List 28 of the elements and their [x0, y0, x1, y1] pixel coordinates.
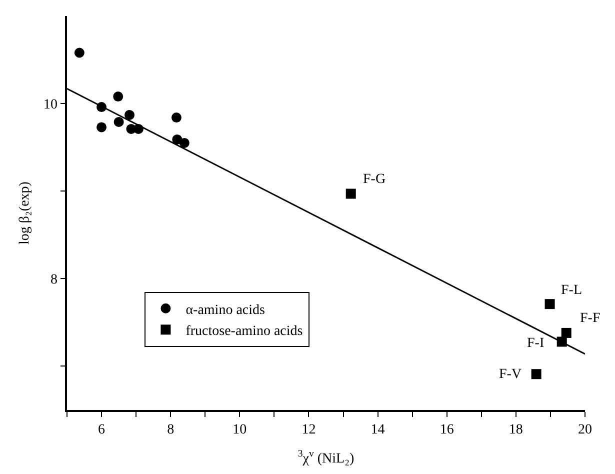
annotation: F-G — [363, 172, 386, 187]
x-tick-label: 12 — [302, 422, 316, 438]
point — [179, 138, 190, 148]
point — [544, 299, 555, 310]
point — [346, 188, 356, 199]
point — [114, 116, 124, 127]
x-tick-label: 18 — [508, 422, 523, 438]
point — [171, 112, 182, 123]
x-tick-label: 6 — [98, 422, 106, 438]
legend-label: fructose-amino acids — [186, 324, 303, 340]
point — [74, 48, 84, 58]
x-tick-label: 14 — [370, 422, 385, 438]
y-axis-title: log β₂(exp) — [18, 181, 32, 244]
x-tick-label: 20 — [578, 422, 592, 438]
point — [561, 328, 572, 338]
annotation: F-V — [499, 367, 522, 382]
x-tick-label: 16 — [440, 422, 454, 438]
x-tick-label: 8 — [167, 422, 174, 438]
point — [531, 369, 542, 380]
annotation: F-I — [527, 336, 544, 351]
annotation: F-F — [580, 311, 600, 326]
legend-label: α-amino acids — [186, 302, 265, 318]
annotation: F-L — [561, 283, 582, 298]
x-tick-label: 10 — [232, 422, 247, 438]
point — [124, 110, 135, 120]
point — [96, 122, 107, 132]
point — [113, 92, 124, 102]
x-axis-title: $^{3}$χ$^{v}$ (NiL₂) — [298, 448, 354, 466]
